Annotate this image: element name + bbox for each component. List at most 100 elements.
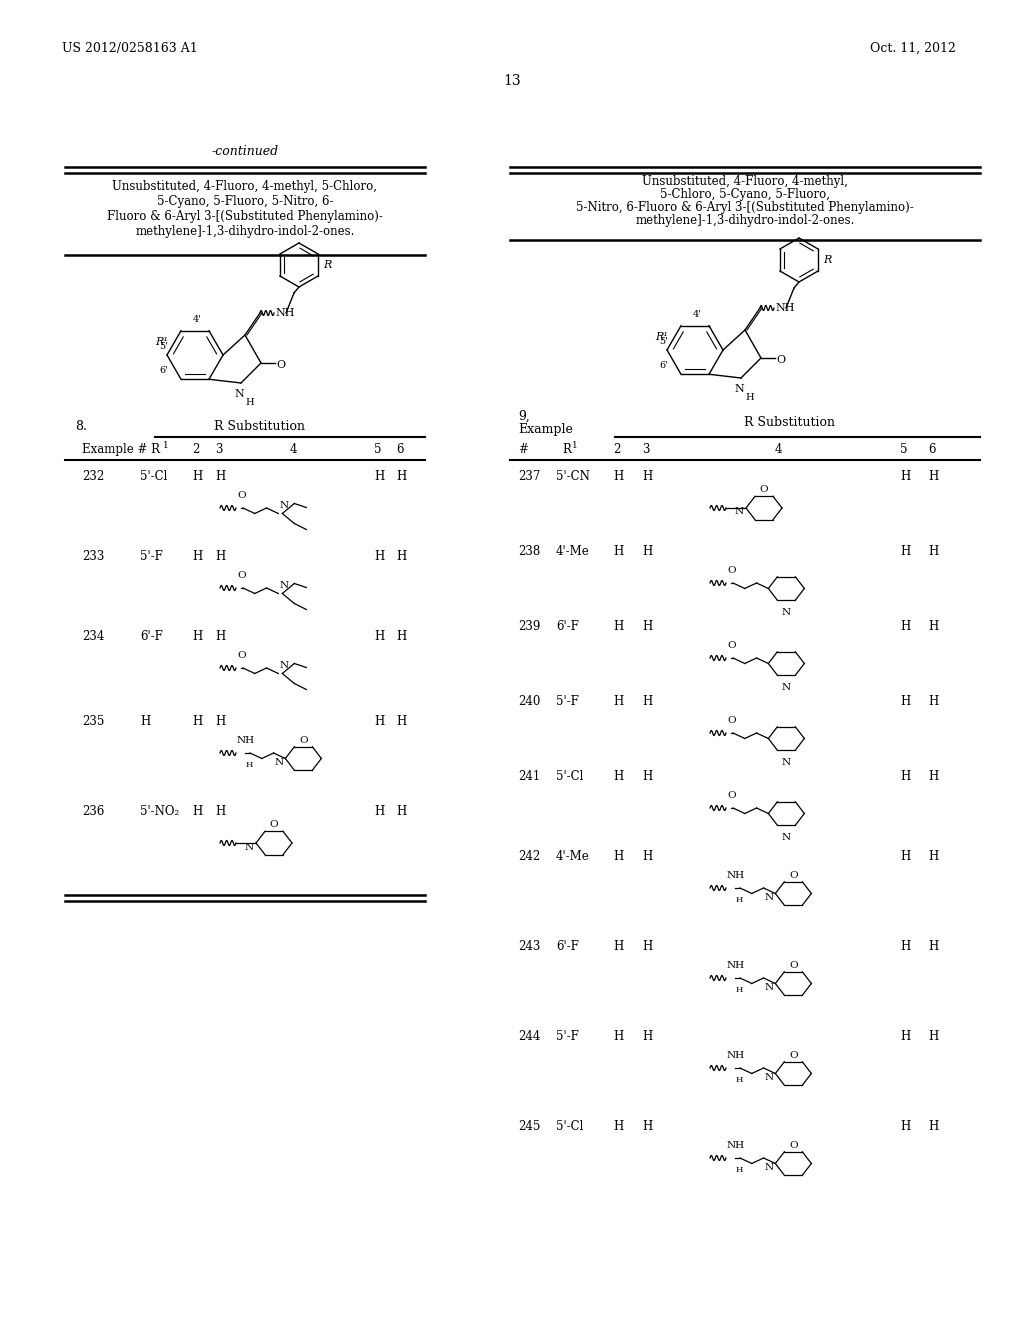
Text: 2: 2 [193,444,200,455]
Text: H: H [613,1119,624,1133]
Text: H: H [642,696,652,708]
Text: H: H [928,470,938,483]
Text: 5'-Cl: 5'-Cl [556,1119,584,1133]
Text: H: H [642,470,652,483]
Text: H: H [215,805,225,818]
Text: O: O [776,355,785,366]
Text: H: H [642,545,652,558]
Text: US 2012/0258163 A1: US 2012/0258163 A1 [62,42,198,55]
Text: N: N [781,609,791,618]
Text: Unsubstituted, 4-Fluoro, 4-methyl,: Unsubstituted, 4-Fluoro, 4-methyl, [642,176,848,187]
Text: N: N [764,894,773,902]
Text: N: N [735,507,744,516]
Text: 6': 6' [159,366,168,375]
Text: H: H [396,715,407,729]
Text: N: N [280,582,289,590]
Text: 4': 4' [693,310,702,319]
Text: 5-Chloro, 5-Cyano, 5-Fluoro,: 5-Chloro, 5-Cyano, 5-Fluoro, [660,187,830,201]
Text: H: H [928,545,938,558]
Text: H: H [193,550,203,564]
Text: N: N [781,684,791,692]
Text: 4: 4 [290,444,298,455]
Text: H: H [193,470,203,483]
Text: 3: 3 [215,444,222,455]
Text: H: H [613,770,624,783]
Text: 5'-F: 5'-F [140,550,163,564]
Text: H: H [613,545,624,558]
Text: 6'-F: 6'-F [556,940,579,953]
Text: H: H [900,620,910,634]
Text: H: H [613,850,624,863]
Text: H: H [928,940,938,953]
Text: 244: 244 [518,1030,541,1043]
Text: NH: NH [727,1051,745,1060]
Text: Unsubstituted, 4-Fluoro, 4-methyl, 5-Chloro,: Unsubstituted, 4-Fluoro, 4-methyl, 5-Chl… [113,180,378,193]
Text: H: H [928,850,938,863]
Text: H: H [246,762,253,770]
Text: N: N [280,661,289,671]
Text: N: N [234,389,244,399]
Text: O: O [727,566,735,576]
Text: 5: 5 [374,444,382,455]
Text: H: H [900,940,910,953]
Text: 241: 241 [518,770,541,783]
Text: H: H [642,770,652,783]
Text: 5'-Cl: 5'-Cl [140,470,167,483]
Text: H: H [374,715,384,729]
Text: 6'-F: 6'-F [556,620,579,634]
Text: H: H [642,940,652,953]
Text: N: N [764,983,773,993]
Text: 5': 5' [659,337,668,346]
Text: 6'-F: 6'-F [140,630,163,643]
Text: Oct. 11, 2012: Oct. 11, 2012 [870,42,955,55]
Text: 3: 3 [642,444,649,455]
Text: 235: 235 [82,715,104,729]
Text: H: H [140,715,151,729]
Text: N: N [734,384,743,393]
Text: 13: 13 [503,74,521,88]
Text: NH: NH [727,1140,745,1150]
Text: 1: 1 [163,441,169,450]
Text: H: H [215,630,225,643]
Text: 233: 233 [82,550,104,564]
Text: Fluoro & 6-Aryl 3-[(Substituted Phenylamino)-: Fluoro & 6-Aryl 3-[(Substituted Phenylam… [108,210,383,223]
Text: H: H [396,630,407,643]
Text: O: O [299,735,307,744]
Text: H: H [900,1030,910,1043]
Text: 9,: 9, [518,411,529,422]
Text: 243: 243 [518,940,541,953]
Text: H: H [736,1166,743,1173]
Text: H: H [374,630,384,643]
Text: H: H [374,550,384,564]
Text: 238: 238 [518,545,541,558]
Text: R: R [562,444,570,455]
Text: H: H [613,1030,624,1043]
Text: 232: 232 [82,470,104,483]
Text: methylene]-1,3-dihydro-indol-2-ones.: methylene]-1,3-dihydro-indol-2-ones. [135,224,354,238]
Text: Example # R: Example # R [82,444,160,455]
Text: H: H [928,620,938,634]
Text: O: O [727,642,735,649]
Text: H: H [396,805,407,818]
Text: NH: NH [727,871,745,880]
Text: NH: NH [775,304,795,313]
Text: H: H [613,940,624,953]
Text: H: H [736,986,743,994]
Text: O: O [790,871,798,880]
Text: NH: NH [727,961,745,970]
Text: O: O [276,360,285,370]
Text: 234: 234 [82,630,104,643]
Text: N: N [280,502,289,511]
Text: N: N [781,833,791,842]
Text: 1: 1 [572,441,578,450]
Text: H: H [736,896,743,904]
Text: 237: 237 [518,470,541,483]
Text: H: H [396,470,407,483]
Text: 6': 6' [659,360,668,370]
Text: 5': 5' [159,342,168,351]
Text: O: O [237,491,246,500]
Text: H: H [736,1076,743,1084]
Text: O: O [790,961,798,970]
Text: O: O [790,1140,798,1150]
Text: 5-Nitro, 6-Fluoro & 6-Aryl 3-[(Substituted Phenylamino)-: 5-Nitro, 6-Fluoro & 6-Aryl 3-[(Substitut… [577,201,913,214]
